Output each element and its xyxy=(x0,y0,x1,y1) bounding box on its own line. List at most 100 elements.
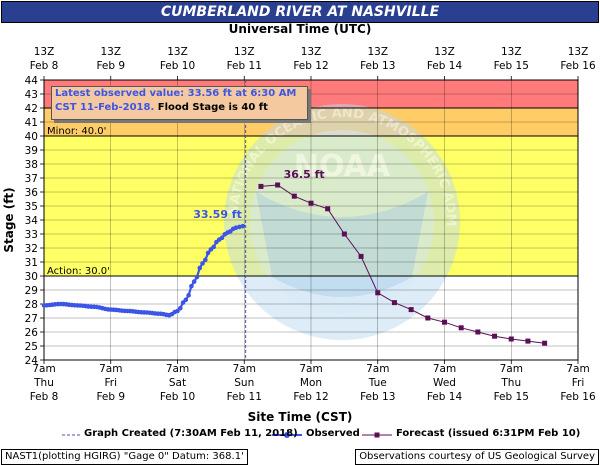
y-tick-label: 44 xyxy=(25,75,39,87)
legend-forecast-marker xyxy=(374,432,380,438)
observed-point xyxy=(219,235,225,241)
x-tick-time: 7am xyxy=(233,363,256,375)
y-tick-label: 27 xyxy=(25,313,38,325)
bottom-axis-title: Site Time (CST) xyxy=(247,410,353,424)
y-tick-label: 30 xyxy=(25,271,38,283)
flood-stage-text: Flood Stage is 40 ft xyxy=(154,102,268,113)
plot-frame xyxy=(43,79,579,361)
x-top-tick-time: 13Z xyxy=(434,46,455,58)
forecast-point xyxy=(391,300,397,306)
x-tick-date: Feb 12 xyxy=(293,391,328,403)
x-tick-day: Mon xyxy=(300,377,322,389)
observed-point xyxy=(177,305,183,311)
forecast-point xyxy=(341,231,347,237)
observed-point xyxy=(240,223,246,229)
gridlines: Action: 30.0' Minor: 40.0' xyxy=(43,80,579,360)
y-tick-label: 35 xyxy=(25,201,38,213)
x-top-tick-date: Feb 10 xyxy=(160,60,195,72)
x-tick-day: Fri xyxy=(104,377,117,389)
y-tick-label: 36 xyxy=(25,187,39,199)
y-tick-label: 29 xyxy=(25,285,38,297)
observed-point xyxy=(183,297,189,303)
y-tick-label: 38 xyxy=(25,159,38,171)
observed-point xyxy=(180,300,186,305)
observed-point xyxy=(211,244,216,250)
y-tick-label: 26 xyxy=(25,327,39,339)
forecast-point xyxy=(542,340,548,346)
y-tick-label: 24 xyxy=(25,355,39,367)
legend-observed-marker xyxy=(284,432,290,438)
forecast-point xyxy=(442,319,447,325)
forecast-line xyxy=(260,184,545,344)
y-tick-label: 32 xyxy=(25,243,38,255)
forecast-point xyxy=(375,290,381,296)
latest-observation-line1: Latest observed value: 33.56 ft at 6:30 … xyxy=(55,88,297,99)
y-tick-label: 28 xyxy=(25,299,38,311)
x-top-tick-date: Feb 13 xyxy=(360,60,395,72)
forecast-point xyxy=(291,193,297,199)
x-tick-date: Feb 8 xyxy=(30,391,59,403)
y-tick-label: 31 xyxy=(25,257,38,269)
forecast-point xyxy=(492,333,498,339)
x-top-tick-time: 13Z xyxy=(501,46,522,58)
x-tick-time: 7am xyxy=(433,363,456,375)
forecast-point xyxy=(325,206,331,212)
forecast-point xyxy=(475,329,481,335)
axes: 24 25 26 27 28 29 30 31 32 33 34 35 36 37 38 39 40 41 42 43… xyxy=(2,46,596,403)
y-tick-label: 33 xyxy=(25,229,38,241)
observed-point xyxy=(200,261,205,266)
latest-observation-line2: CST 11-Feb-2018. Flood Stage is 40 ft xyxy=(55,102,268,113)
top-axis-title: Universal Time (UTC) xyxy=(228,22,372,36)
forecast-peak-label: 36.5 ft xyxy=(284,168,325,181)
threshold-label-action: Action: 30.0' xyxy=(47,266,110,277)
latest-observation-date: CST 11-Feb-2018. xyxy=(55,102,155,113)
y-tick-label: 41 xyxy=(25,117,38,129)
labels-layer: 33.59 ft 36.5 ft xyxy=(193,168,324,221)
forecast-point xyxy=(258,183,264,189)
forecast-point xyxy=(458,325,464,331)
x-tick-date: Feb 10 xyxy=(160,391,195,403)
forecast-point xyxy=(358,253,364,259)
legend-symbols xyxy=(62,432,392,438)
observed-point xyxy=(197,265,203,271)
y-tick-label: 37 xyxy=(25,173,38,185)
y-tick-label: 25 xyxy=(25,341,38,353)
observed-point xyxy=(189,283,194,289)
chart-title: CUMBERLAND RIVER AT NASHVILLE xyxy=(1,1,599,23)
footer-credit: Observations courtesy of US Geological S… xyxy=(355,449,599,465)
observed-point xyxy=(175,308,180,314)
x-tick-date: Feb 14 xyxy=(427,391,463,403)
x-tick-day: Thu xyxy=(33,377,54,389)
x-top-tick-date: Feb 9 xyxy=(96,60,125,72)
footer-datum: NAST1(plotting HGIRG) "Gage 0" Datum: 36… xyxy=(1,449,248,465)
legend-forecast-label: Forecast (issued 6:31PM Feb 10) xyxy=(396,428,581,439)
x-tick-day: Sat xyxy=(169,377,186,389)
y-tick-label: 34 xyxy=(25,215,39,227)
observed-point xyxy=(233,225,239,230)
series-layer xyxy=(41,80,548,360)
forecast-point xyxy=(508,336,514,342)
x-top-tick-time: 13Z xyxy=(167,46,188,58)
y-tick-label: 42 xyxy=(25,103,38,115)
x-tick-time: 7am xyxy=(32,363,55,375)
x-tick-date: Feb 15 xyxy=(494,391,529,403)
x-top-tick-date: Feb 16 xyxy=(560,60,596,72)
threshold-label-minor: Minor: 40.0' xyxy=(47,126,106,137)
x-top-tick-date: Feb 8 xyxy=(30,60,59,72)
forecast-point xyxy=(275,182,281,188)
y-tick-label: 40 xyxy=(25,131,38,143)
x-tick-day: Thu xyxy=(500,377,521,389)
x-top-tick-date: Feb 12 xyxy=(293,60,328,72)
x-top-tick-time: 13Z xyxy=(367,46,388,58)
x-top-tick-date: Feb 15 xyxy=(494,60,529,72)
forecast-point xyxy=(308,200,314,206)
x-top-tick-time: 13Z xyxy=(568,46,589,58)
observed-point xyxy=(205,250,211,256)
observed-peak-label: 33.59 ft xyxy=(193,208,242,221)
legend-created-label: Graph Created (7:30AM Feb 11, 2018) xyxy=(84,428,298,439)
observed-point xyxy=(186,292,191,298)
y-axis-title: Stage (ft) xyxy=(2,187,16,252)
y-tick-label: 39 xyxy=(25,145,38,157)
x-tick-date: Feb 13 xyxy=(360,391,395,403)
